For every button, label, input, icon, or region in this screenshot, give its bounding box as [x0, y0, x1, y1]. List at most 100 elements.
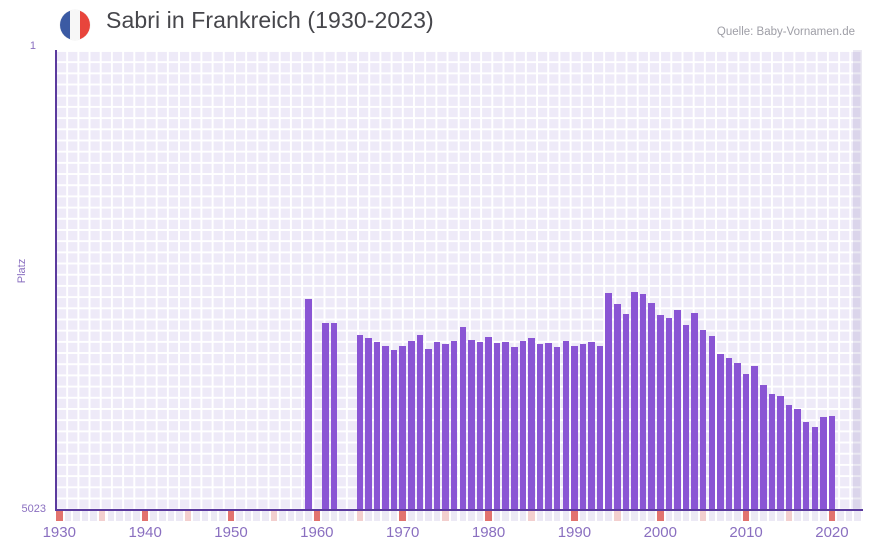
x-axis-label: 1960 — [300, 524, 334, 541]
x-axis-tick-minor — [802, 511, 810, 521]
x-axis-tick-minor — [545, 511, 552, 521]
x-axis-tick-minor — [279, 511, 286, 521]
bar — [579, 343, 587, 510]
bar — [777, 396, 784, 510]
x-axis-tick-minor — [322, 511, 329, 521]
x-axis-label: 2000 — [643, 524, 677, 541]
x-axis-tick-minor — [98, 511, 106, 521]
bar — [545, 343, 552, 510]
y-axis-line — [55, 50, 57, 511]
x-axis-label: 1970 — [386, 524, 420, 541]
x-axis-tick-minor — [614, 511, 621, 521]
bar — [493, 343, 501, 510]
bar — [802, 422, 810, 510]
bar — [794, 409, 801, 510]
x-axis-tick-major — [227, 511, 235, 521]
x-axis-tick-minor — [167, 511, 175, 521]
y-axis-title: Platz — [16, 258, 28, 284]
bar — [356, 334, 364, 510]
bar — [614, 304, 621, 510]
bar — [553, 346, 561, 510]
x-axis-tick-minor — [605, 511, 612, 521]
x-axis-tick-minor — [253, 511, 260, 521]
x-axis-tick-major — [141, 511, 149, 521]
x-axis-tick-minor — [665, 511, 673, 521]
x-axis-tick-minor — [734, 511, 741, 521]
france-flag-icon — [60, 10, 90, 40]
x-axis-tick-minor — [493, 511, 501, 521]
x-axis-tick-minor — [459, 511, 467, 521]
bar — [820, 416, 827, 510]
y-axis-bottom-label: 5023 — [21, 503, 46, 515]
x-axis-tick-minor — [425, 511, 432, 521]
x-axis-tick-minor — [845, 511, 853, 521]
bar — [468, 340, 475, 510]
bar — [708, 335, 716, 510]
bar — [476, 342, 484, 510]
x-axis-tick-major — [313, 511, 321, 521]
x-axis-tick-minor — [717, 511, 724, 521]
bar — [622, 313, 630, 510]
bar — [768, 393, 776, 510]
x-axis-tick-minor — [699, 511, 707, 521]
x-axis-tick-minor — [622, 511, 630, 521]
x-axis-tick-minor — [133, 511, 140, 521]
x-axis-tick-minor — [528, 511, 535, 521]
bar — [699, 330, 707, 510]
x-axis-tick-minor — [416, 511, 424, 521]
bar — [485, 336, 492, 510]
bar — [365, 338, 372, 510]
x-axis-tick-minor — [768, 511, 776, 521]
x-axis-tick-minor — [90, 511, 97, 521]
x-axis-tick-minor — [468, 511, 475, 521]
x-axis-label: 1980 — [471, 524, 506, 541]
x-axis-label: 1940 — [128, 524, 162, 541]
bar — [511, 346, 518, 510]
x-axis-tick-minor — [450, 511, 458, 521]
chart-header: Sabri in Frankreich (1930-2023) Quelle: … — [0, 0, 873, 46]
bar — [502, 342, 509, 510]
x-axis-tick-major — [571, 511, 578, 521]
x-axis-tick-minor — [682, 511, 690, 521]
x-axis-tick-minor — [382, 511, 389, 521]
bar — [674, 309, 681, 510]
bar — [322, 322, 329, 510]
bar — [536, 343, 544, 510]
bar — [382, 345, 389, 510]
bar — [425, 348, 432, 510]
x-axis-tick-minor — [631, 511, 638, 521]
chart-gridlines — [55, 50, 862, 510]
x-axis-tick-minor — [210, 511, 218, 521]
x-axis-tick-minor — [691, 511, 698, 521]
x-axis-tick-major — [485, 511, 492, 521]
x-axis-label: 2020 — [815, 524, 849, 541]
bar-series — [55, 50, 862, 510]
x-axis-tick-minor — [347, 511, 355, 521]
x-axis-tick-minor — [107, 511, 115, 521]
x-axis-tick-minor — [596, 511, 604, 521]
x-axis-tick-minor — [296, 511, 303, 521]
x-axis-tick-major — [828, 511, 836, 521]
x-axis-tick-major — [56, 511, 63, 521]
x-axis-tick-minor — [159, 511, 166, 521]
x-axis-tick-minor — [511, 511, 518, 521]
bar — [408, 341, 415, 510]
x-axis-tick-minor — [674, 511, 681, 521]
bar — [631, 292, 638, 510]
x-axis-tick-minor — [184, 511, 192, 521]
bar — [760, 385, 767, 510]
x-axis-tick-minor — [176, 511, 183, 521]
x-axis-tick-minor — [519, 511, 527, 521]
bar — [648, 302, 655, 510]
x-axis-tick-minor — [760, 511, 767, 521]
bar — [528, 337, 535, 510]
bar — [682, 324, 690, 510]
page-title: Sabri in Frankreich (1930-2023) — [106, 7, 434, 33]
x-axis-label: 1930 — [42, 524, 76, 541]
bar — [725, 357, 733, 510]
x-axis-tick-minor — [476, 511, 484, 521]
x-axis-tick-minor — [536, 511, 544, 521]
x-axis-tick-minor — [820, 511, 827, 521]
x-axis-tick-minor — [81, 511, 89, 521]
